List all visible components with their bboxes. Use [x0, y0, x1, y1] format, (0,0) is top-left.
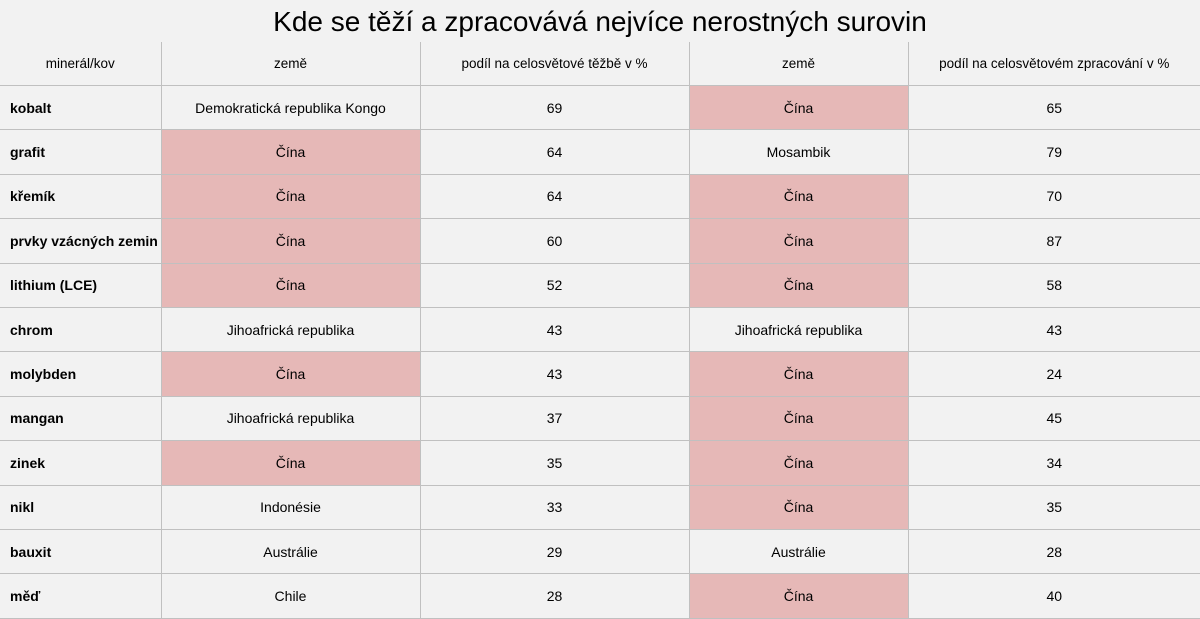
- country-cell: Čína: [688, 262, 909, 308]
- share-cell: 43: [419, 306, 690, 353]
- country-cell: Čína: [160, 440, 421, 486]
- mineral-cell: prvky vzácných zemin: [0, 218, 162, 264]
- country-cell: Čína: [688, 440, 909, 486]
- table: minerál/kov země podíl na celosvětové těžb…: [0, 42, 1200, 619]
- country-cell: Jihoafrická republika: [160, 395, 421, 442]
- country-cell: Jihoafrická republika: [688, 306, 909, 353]
- country-cell: Austrálie: [160, 528, 421, 575]
- title: Kde se těží a zpracovává nejvíce nerostn…: [273, 6, 927, 37]
- country-cell: Čína: [160, 129, 421, 175]
- mineral-cell: nikl: [0, 484, 162, 530]
- share-cell: 60: [419, 218, 690, 264]
- share-cell: 28: [907, 528, 1200, 575]
- country-cell: Austrálie: [688, 528, 909, 575]
- mineral-cell: grafit: [0, 129, 162, 175]
- country-cell: Jihoafrická republika: [160, 306, 421, 353]
- country-cell: Čína: [160, 262, 421, 308]
- header-cell: minerál/kov: [0, 42, 162, 86]
- mineral-cell: molybden: [0, 351, 162, 397]
- table-row: grafit Čína 64 Mosambik 79: [0, 129, 1200, 175]
- header-cell: země: [160, 42, 421, 86]
- country-cell: Chile: [160, 573, 421, 619]
- share-cell: 52: [419, 262, 690, 308]
- share-cell: 43: [419, 351, 690, 397]
- table-row: křemík Čína 64 Čína 70: [0, 173, 1200, 220]
- table-row: prvky vzácných zemin Čína 60 Čína 87: [0, 218, 1200, 264]
- share-cell: 34: [907, 440, 1200, 486]
- country-cell: Čína: [160, 173, 421, 220]
- share-cell: 35: [907, 484, 1200, 530]
- mineral-cell: křemík: [0, 173, 162, 220]
- share-cell: 43: [907, 306, 1200, 353]
- share-cell: 24: [907, 351, 1200, 397]
- table-row: měď Chile 28 Čína 40: [0, 573, 1200, 619]
- country-cell: Čína: [160, 218, 421, 264]
- share-cell: 40: [907, 573, 1200, 619]
- table-row: chrom Jihoafrická republika 43 Jihoafrická …: [0, 306, 1200, 353]
- share-cell: 33: [419, 484, 690, 530]
- country-cell: Čína: [688, 484, 909, 530]
- header-row: minerál/kov země podíl na celosvětové těžb…: [0, 42, 1200, 86]
- country-cell: Čína: [688, 351, 909, 397]
- country-cell: Čína: [688, 84, 909, 131]
- mineral-cell: bauxit: [0, 528, 162, 575]
- mineral-cell: kobalt: [0, 84, 162, 131]
- country-cell: Demokratická republika Kongo: [160, 84, 421, 131]
- table-row: mangan Jihoafrická republika 37 Čína 45: [0, 395, 1200, 442]
- country-cell: Čína: [688, 218, 909, 264]
- share-cell: 45: [907, 395, 1200, 442]
- mineral-cell: mangan: [0, 395, 162, 442]
- share-cell: 28: [419, 573, 690, 619]
- share-cell: 37: [419, 395, 690, 442]
- mineral-cell: měď: [0, 573, 162, 619]
- share-cell: 64: [419, 129, 690, 175]
- mineral-cell: chrom: [0, 306, 162, 353]
- mineral-cell: zinek: [0, 440, 162, 486]
- table-row: nikl Indonésie 33 Čína 35: [0, 484, 1200, 530]
- share-cell: 65: [907, 84, 1200, 131]
- country-cell: Indonésie: [160, 484, 421, 530]
- country-cell: Čína: [160, 351, 421, 397]
- table-row: bauxit Austrálie 29 Austrálie 28: [0, 528, 1200, 575]
- table-row: molybden Čína 43 Čína 24: [0, 351, 1200, 397]
- country-cell: Čína: [688, 395, 909, 442]
- share-cell: 58: [907, 262, 1200, 308]
- mineral-cell: lithium (LCE): [0, 262, 162, 308]
- share-cell: 87: [907, 218, 1200, 264]
- table-row: kobalt Demokratická republika Kongo 69 Čína…: [0, 84, 1200, 131]
- share-cell: 70: [907, 173, 1200, 220]
- share-cell: 79: [907, 129, 1200, 175]
- header-cell: podíl na celosvětovém zpracování v %: [907, 42, 1200, 86]
- country-cell: Mosambik: [688, 129, 909, 175]
- share-cell: 35: [419, 440, 690, 486]
- header-cell: podíl na celosvětové těžbě v %: [419, 42, 690, 86]
- share-cell: 29: [419, 528, 690, 575]
- country-cell: Čína: [688, 573, 909, 619]
- share-cell: 69: [419, 84, 690, 131]
- header-cell: země: [688, 42, 909, 86]
- table-row: lithium (LCE) Čína 52 Čína 58: [0, 262, 1200, 308]
- table-row: zinek Čína 35 Čína 34: [0, 440, 1200, 486]
- country-cell: Čína: [688, 173, 909, 220]
- share-cell: 64: [419, 173, 690, 220]
